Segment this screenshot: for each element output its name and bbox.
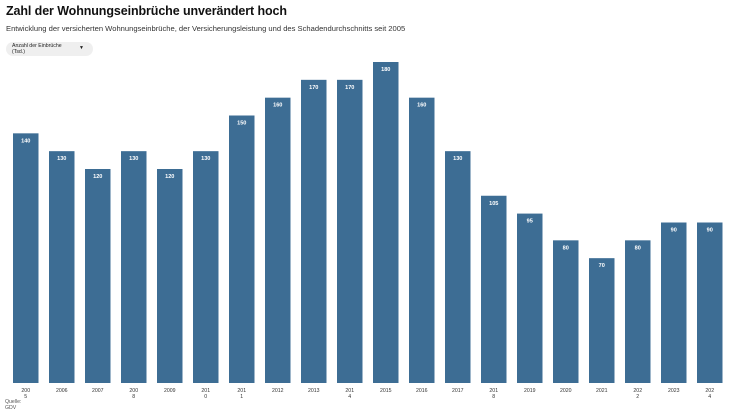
x-tick-line: 8: [132, 394, 135, 400]
bar-13[interactable]: [481, 195, 507, 383]
x-tick-label: 2007: [92, 388, 104, 394]
bar-7[interactable]: [265, 97, 291, 384]
x-tick-label: 201 4: [345, 388, 354, 400]
x-tick-label: 2019: [524, 388, 536, 394]
x-tick-line: 2006: [56, 388, 68, 394]
x-tick-line: 1: [240, 394, 243, 400]
x-tick-line: 202: [633, 388, 642, 394]
bar-14[interactable]: [517, 213, 543, 383]
bar-value-label: 130: [201, 156, 210, 162]
x-tick-line: 0: [204, 394, 207, 400]
x-tick-label: 201 8: [489, 388, 498, 400]
bar-value-label: 130: [453, 156, 462, 162]
dropdown-label-line1: Anzahl der Einbrüche: [12, 43, 62, 49]
bar-value-label: 150: [237, 121, 246, 127]
bar-15[interactable]: [553, 240, 579, 383]
x-tick-label: 2012: [272, 388, 284, 394]
x-tick-label: 201 0: [201, 388, 210, 400]
bar-value-label: 160: [273, 103, 282, 109]
bar-value-label: 120: [93, 174, 102, 180]
x-tick-line: 201: [489, 388, 498, 394]
x-tick-label: 202 4: [705, 388, 714, 400]
bar-value-label: 130: [129, 156, 138, 162]
bar-8[interactable]: [301, 79, 327, 383]
chart-subtitle: Entwicklung der versicherten Wohnungsein…: [6, 24, 406, 33]
bar-11[interactable]: [409, 97, 435, 384]
bar-12[interactable]: [445, 151, 471, 383]
x-tick-line: 2013: [308, 388, 320, 394]
bar-value-label: 95: [527, 219, 533, 225]
x-tick-line: 2023: [668, 388, 680, 394]
bar-5[interactable]: [193, 151, 219, 383]
bar-value-label: 80: [563, 245, 569, 251]
x-tick-line: 2012: [272, 388, 284, 394]
x-tick-label: 2006: [56, 388, 68, 394]
bar-9[interactable]: [337, 79, 363, 383]
bar-1[interactable]: [49, 151, 75, 383]
x-tick-line: 4: [708, 394, 711, 400]
bar-2[interactable]: [85, 169, 111, 383]
x-tick-line: 2016: [416, 388, 428, 394]
source-name: GDV: [5, 405, 17, 411]
x-tick-label: 2009: [164, 388, 176, 394]
x-tick-line: 202: [705, 388, 714, 394]
bar-4[interactable]: [157, 169, 183, 383]
chart-title: Zahl der Wohnungseinbrüche unverändert h…: [6, 4, 287, 18]
bar-value-label: 170: [309, 85, 318, 91]
bar-value-label: 80: [635, 245, 641, 251]
x-tick-line: 2007: [92, 388, 104, 394]
bar-value-label: 160: [417, 103, 426, 109]
x-tick-line: 201: [237, 388, 246, 394]
bar-17[interactable]: [625, 240, 651, 383]
x-tick-line: 200: [21, 388, 30, 394]
bar-6[interactable]: [229, 115, 255, 384]
x-tick-label: 200 5: [21, 388, 30, 400]
source-label: Quelle:: [5, 399, 22, 405]
bar-3[interactable]: [121, 151, 147, 383]
bar-value-label: 130: [57, 156, 66, 162]
bar-value-label: 70: [599, 263, 605, 269]
bar-value-label: 105: [489, 201, 498, 207]
x-tick-line: 201: [345, 388, 354, 394]
bar-value-label: 170: [345, 85, 354, 91]
x-tick-label: 2020: [560, 388, 572, 394]
x-tick-label: 2015: [380, 388, 392, 394]
chevron-down-icon[interactable]: ▼: [79, 45, 84, 51]
dropdown-label: Anzahl der Einbrüche (Tsd.): [12, 43, 74, 55]
bar-value-label: 90: [707, 228, 713, 234]
x-tick-line: 2020: [560, 388, 572, 394]
x-tick-label: 2021: [596, 388, 608, 394]
x-tick-label: 200 8: [129, 388, 138, 400]
x-tick-line: 2: [636, 394, 639, 400]
x-tick-line: 2021: [596, 388, 608, 394]
bar-value-label: 90: [671, 228, 677, 234]
x-tick-label: 2023: [668, 388, 680, 394]
x-tick-label: 2016: [416, 388, 428, 394]
bar-16[interactable]: [589, 258, 615, 383]
bar-value-label: 180: [381, 67, 390, 73]
x-tick-line: 4: [348, 394, 351, 400]
x-tick-label: 202 2: [633, 388, 642, 400]
bar-value-label: 140: [21, 138, 30, 144]
x-tick-line: 200: [129, 388, 138, 394]
bar-18[interactable]: [661, 222, 687, 384]
x-tick-line: 8: [492, 394, 495, 400]
x-tick-line: 2019: [524, 388, 536, 394]
x-tick-line: 2009: [164, 388, 176, 394]
bar-10[interactable]: [373, 62, 399, 383]
x-tick-line: 5: [24, 394, 27, 400]
bar-0[interactable]: [13, 133, 39, 383]
source-note: Quelle: GDV: [5, 399, 21, 411]
x-tick-line: 2017: [452, 388, 464, 394]
bar-19[interactable]: [697, 222, 723, 384]
bar-value-label: 120: [165, 174, 174, 180]
x-tick-label: 2013: [308, 388, 320, 394]
x-tick-line: 2015: [380, 388, 392, 394]
metric-dropdown[interactable]: Anzahl der Einbrüche (Tsd.) ▼: [6, 42, 93, 56]
dropdown-label-line2: (Tsd.): [12, 49, 25, 55]
x-tick-label: 2017: [452, 388, 464, 394]
x-tick-line: 201: [201, 388, 210, 394]
x-tick-label: 201 1: [237, 388, 246, 400]
